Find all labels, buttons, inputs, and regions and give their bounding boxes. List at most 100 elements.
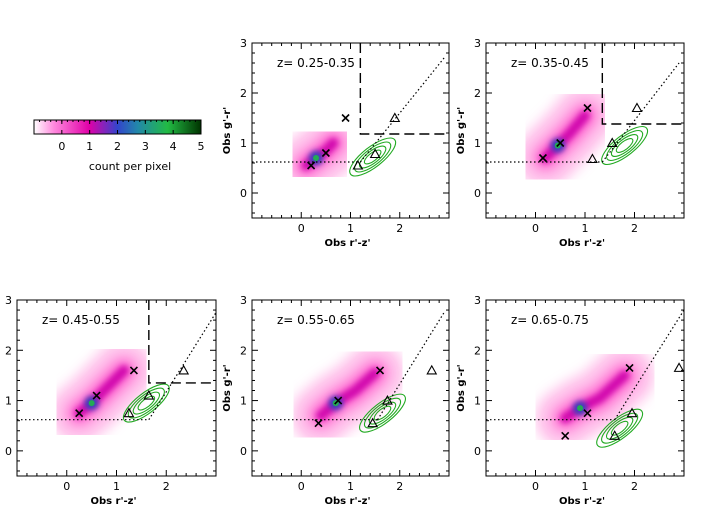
y-axis-label: Obs g'-r' — [222, 364, 233, 411]
x-tick-label: 0 — [63, 480, 70, 493]
cross-marker — [583, 103, 592, 113]
cross-marker — [307, 161, 316, 170]
cross-marker — [375, 366, 385, 375]
cross-marker — [129, 366, 138, 375]
y-tick-label: 1 — [240, 395, 247, 408]
triangle-marker — [586, 153, 598, 164]
green-contours — [596, 408, 644, 448]
y-tick-label: 1 — [474, 395, 481, 408]
green-contour-1 — [349, 137, 397, 177]
redshift-label: z= 0.55-0.65 — [277, 313, 355, 327]
colorbar-tick-label: 5 — [198, 140, 205, 153]
green-contour-4 — [615, 138, 634, 153]
y-tick-label: 2 — [474, 344, 481, 357]
cross-marker — [314, 419, 323, 428]
triangle-marker — [381, 394, 393, 405]
density-peak — [88, 400, 95, 407]
green-contour-1 — [601, 125, 649, 166]
dotted-diagonal — [601, 62, 680, 163]
green-contours — [122, 383, 170, 423]
panel-5: 0 1 2 0 1 2 3 Obs r'-z' Obs g'-r' z= 0.65-0.75 — [456, 294, 685, 507]
triangle-marker — [123, 407, 135, 418]
x-tick-label: 2 — [396, 480, 403, 493]
green-contour-3 — [610, 134, 639, 157]
cross-marker — [625, 363, 634, 372]
cross-marker — [556, 138, 565, 148]
plot-area — [486, 309, 684, 449]
y-axis-label: Obs g'-r' — [456, 364, 467, 411]
green-contour-2 — [354, 141, 392, 173]
density-high — [560, 370, 630, 424]
green-contours — [359, 393, 406, 433]
y-tick-label: 0 — [5, 445, 12, 458]
dotted-diagonal — [359, 57, 445, 163]
x-tick-label: 0 — [532, 480, 539, 493]
redshift-label: z= 0.35-0.45 — [511, 56, 589, 70]
plot-area — [486, 43, 684, 188]
dotted-diagonal — [614, 309, 684, 421]
dotted-diagonal — [377, 312, 445, 420]
panel-1: 0 1 2 0 1 2 3 Obs r'-z' Obs g'-r' z= 0.25-0.35 — [222, 37, 450, 249]
x-axis-label: Obs r'-z' — [559, 238, 605, 249]
redshift-label: z= 0.45-0.55 — [42, 313, 120, 327]
triangle-marker — [143, 389, 155, 400]
dashed-selection-box — [359, 43, 449, 135]
colorbar-tick-label: 4 — [170, 140, 177, 153]
y-tick-label: 1 — [240, 137, 247, 150]
x-tick-label: 2 — [163, 480, 170, 493]
x-tick-label: 1 — [347, 480, 354, 493]
x-tick-label: 2 — [631, 222, 638, 235]
x-tick-label: 1 — [582, 222, 589, 235]
y-tick-label: 3 — [240, 294, 247, 307]
y-tick-label: 3 — [474, 37, 481, 50]
dotted-diagonal — [148, 312, 216, 420]
y-tick-label: 2 — [474, 87, 481, 100]
green-contour-2 — [601, 412, 639, 444]
triangle-marker — [389, 112, 401, 123]
cross-marker — [583, 409, 592, 418]
triangle-marker — [626, 407, 638, 418]
x-tick-label: 2 — [396, 222, 403, 235]
triangle-marker — [367, 417, 379, 428]
y-tick-label: 1 — [5, 395, 12, 408]
triangle-marker — [178, 364, 190, 375]
triangle-marker — [609, 430, 621, 440]
triangle-marker — [369, 148, 381, 159]
x-axis-label: Obs r'-z' — [324, 238, 370, 249]
density-high — [74, 365, 129, 419]
cross-marker — [334, 396, 343, 405]
y-tick-label: 0 — [240, 187, 247, 200]
colorbar-tick-label: 2 — [114, 140, 121, 153]
density-high — [540, 110, 590, 163]
colorbar-tick-label: 1 — [86, 140, 93, 153]
x-tick-label: 1 — [347, 222, 354, 235]
green-contour-4 — [137, 395, 156, 411]
green-contour-3 — [358, 145, 387, 169]
x-tick-label: 0 — [532, 222, 539, 235]
y-tick-label: 3 — [474, 294, 481, 307]
cross-marker — [341, 113, 350, 123]
green-contour-4 — [610, 420, 629, 436]
green-contour-4 — [363, 149, 382, 165]
green-contour-3 — [605, 416, 634, 440]
triangle-marker — [631, 102, 643, 113]
green-contour-2 — [363, 397, 402, 429]
dashed-selection-box — [148, 300, 216, 384]
y-tick-label: 1 — [474, 137, 481, 150]
redshift-label: z= 0.25-0.35 — [277, 56, 355, 70]
y-tick-label: 3 — [240, 37, 247, 50]
colorbar-tick-label: 0 — [58, 140, 65, 153]
density-high — [315, 367, 381, 421]
y-tick-label: 0 — [474, 445, 481, 458]
panel-2: 0 1 2 0 1 2 3 Obs r'-z' Obs g'-r' z= 0.35-0.45 — [456, 37, 685, 249]
x-tick-label: 1 — [582, 480, 589, 493]
green-contour-1 — [596, 408, 644, 448]
green-contour-1 — [359, 393, 406, 433]
y-tick-label: 3 — [5, 294, 12, 307]
y-tick-label: 0 — [474, 187, 481, 200]
plot-area — [252, 43, 449, 196]
cross-marker — [75, 409, 84, 418]
x-tick-label: 2 — [631, 480, 638, 493]
